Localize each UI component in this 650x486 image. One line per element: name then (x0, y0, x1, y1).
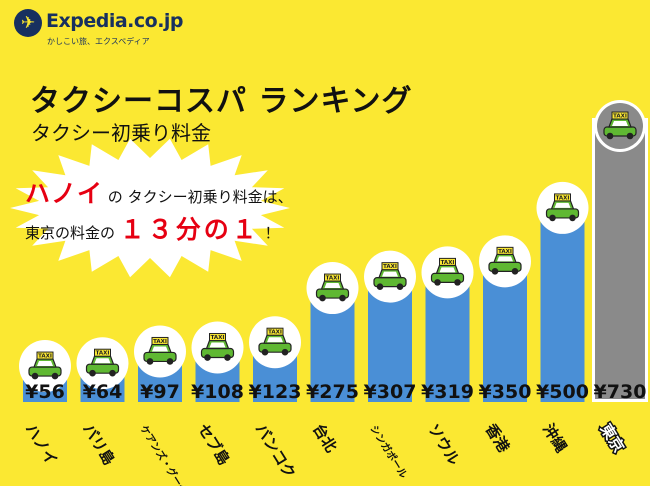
taxi-wheel (396, 283, 404, 290)
logo-name: Expedia.co.jp (46, 10, 184, 32)
taxi-window (209, 342, 226, 348)
bar-group: TAXI ¥319 ソウル (421, 246, 474, 468)
taxi-wheel (511, 268, 519, 275)
taxi-wheel (376, 283, 384, 290)
taxi-wheel (89, 369, 96, 377)
taxi-sign (36, 351, 54, 360)
taxi-window (497, 256, 513, 262)
bar-category-label: ケアンズ・グーグル (137, 423, 195, 486)
bar-group: TAXI ¥64 バリ島 (76, 337, 129, 469)
taxi-sign-label: TAXI (498, 249, 512, 255)
taxi-sign-label: TAXI (153, 339, 167, 345)
taxi-wheel (51, 372, 59, 380)
taxi-sign-label: TAXI (441, 260, 455, 266)
bar-value-label: ¥64 (83, 381, 123, 403)
taxi-sign-label: TAXI (211, 335, 225, 341)
bar-category-label: バンコク (252, 421, 299, 482)
taxi-window (554, 202, 571, 208)
taxi-wheel (319, 294, 326, 302)
bar-value-label: ¥97 (140, 381, 180, 403)
taxi-sign-label: TAXI (268, 330, 282, 336)
bar-value-label: ¥307 (364, 381, 417, 403)
taxi-wheel (606, 132, 614, 140)
taxi-sign-label: TAXI (613, 114, 627, 120)
taxi-wheel (569, 214, 576, 222)
taxi-sign (381, 262, 399, 271)
bar-value-label: ¥123 (249, 381, 302, 403)
taxi-window (324, 283, 341, 289)
bar-value-label: ¥350 (479, 381, 532, 403)
taxi-wheel (491, 268, 499, 275)
bar-group: TAXI ¥275 台北 (306, 262, 359, 456)
taxi-wheel (549, 214, 556, 222)
bar-group: TAXI ¥56 ハノイ (19, 340, 71, 468)
taxi-sign (94, 348, 111, 357)
taxi-wheel (626, 132, 634, 140)
taxi-sign (324, 273, 341, 282)
bar-category-label: シンガポール (367, 423, 410, 481)
taxi-sign-label: TAXI (556, 195, 570, 201)
bar-category-label: ハノイ (22, 421, 61, 469)
bar-value-label: ¥108 (191, 381, 244, 403)
taxi-wheel (204, 354, 211, 361)
taxi-window (94, 358, 111, 364)
bar-value-label: ¥275 (306, 381, 359, 403)
taxi-wheel (281, 348, 289, 356)
bar-category-label: 台北 (309, 421, 340, 456)
taxi-sign (209, 333, 226, 342)
taxi-sign-label: TAXI (96, 351, 110, 357)
taxi-sign (439, 257, 456, 266)
taxi-sign (496, 246, 514, 255)
callout-starburst (10, 138, 290, 278)
bar-group: TAXI ¥500 沖縄 (536, 181, 589, 456)
taxi-window (37, 361, 53, 367)
taxi-sign-label: TAXI (326, 276, 340, 282)
taxi-sign-label: TAXI (383, 264, 397, 270)
bar-value-label: ¥319 (421, 381, 474, 403)
taxi-wheel (454, 279, 461, 286)
bar-value-label: ¥56 (25, 381, 65, 403)
taxi-sign (151, 336, 169, 345)
taxi-sign (611, 111, 629, 120)
taxi-wheel (31, 372, 39, 380)
taxi-window (612, 121, 628, 126)
taxi-wheel (261, 348, 269, 356)
bar-group: TAXI ¥730 東京 (592, 100, 648, 457)
chart-title: タクシーコスパ ランキング (30, 84, 413, 119)
bar-category-label: 香港 (482, 421, 514, 457)
bar-group: TAXI ¥108 セブ島 (191, 321, 244, 469)
chart-subtitle: タクシー初乗り料金 (31, 121, 211, 145)
taxi-wheel (146, 358, 154, 365)
bar (595, 121, 645, 399)
taxi-window (382, 271, 398, 277)
globe-icon: ✈ (14, 9, 42, 37)
bar-group: TAXI ¥97 ケアンズ・グーグル (134, 325, 196, 486)
bar-category-label: 沖縄 (539, 421, 570, 456)
bar-group: TAXI ¥307 シンガポール (364, 250, 417, 481)
taxi-window (439, 267, 456, 273)
taxi-wheel (109, 369, 116, 377)
taxi-sign (266, 327, 284, 336)
taxi-wheel (339, 294, 346, 302)
taxi-window (152, 346, 168, 352)
taxi-wheel (434, 279, 441, 286)
logo-tagline: かしこい旅、エクスペディア (47, 37, 150, 46)
taxi-wheel (224, 354, 231, 361)
bar-category-label: セブ島 (194, 421, 233, 469)
bar-category-label: ソウル (424, 421, 463, 469)
bar-category-label: バリ島 (79, 421, 118, 469)
taxi-sign-label: TAXI (38, 354, 52, 360)
bar-category-label: 東京 (597, 421, 628, 456)
bar-value-label: ¥500 (536, 381, 589, 403)
expedia-logo: ✈ Expedia.co.jp かしこい旅、エクスペディア (14, 9, 184, 49)
taxi-sign (554, 193, 571, 202)
bar-group: TAXI ¥350 香港 (479, 235, 532, 457)
bar-value-label: ¥730 (594, 381, 647, 403)
taxi-wheel (166, 358, 174, 365)
taxi-window (267, 337, 283, 343)
bar-group: TAXI ¥123 バンコク (249, 316, 302, 482)
